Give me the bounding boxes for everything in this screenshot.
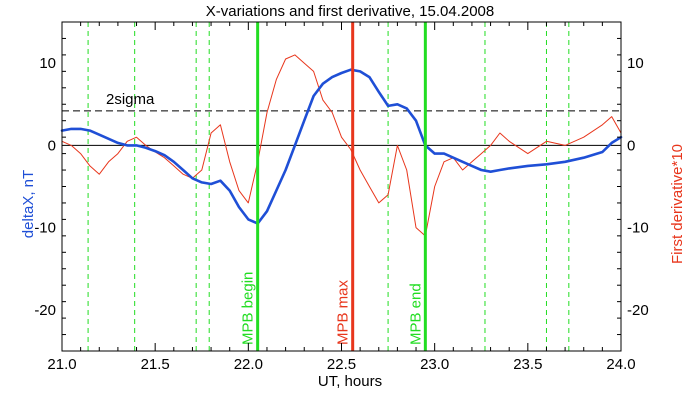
- x-tick-label-7: 24.0: [606, 356, 635, 373]
- labels-layer: 2sigma MPB begin MPB max MPB end: [106, 91, 424, 345]
- series-layer: [60, 54, 623, 237]
- y-tick-label-left-2: 0: [48, 137, 56, 154]
- mpb-max-label: MPB max: [335, 279, 352, 345]
- y-tick-label-left-4: -20: [34, 302, 56, 319]
- x-tick-label-6: 23.5: [513, 356, 542, 373]
- guides-layer: [87, 22, 570, 351]
- y-axis-label-left: deltaX, nT: [20, 170, 37, 238]
- chart-title: X-variations and first derivative, 15.04…: [206, 3, 495, 20]
- y-tick-label-right-2: 0: [627, 137, 635, 154]
- deltax-series-line: [60, 68, 623, 225]
- plot-area: [62, 22, 621, 351]
- derivative-series-line: [61, 54, 622, 237]
- y-tick-label-right-1: 10: [627, 55, 644, 72]
- x-tick-label-5: 23.0: [420, 356, 449, 373]
- reference-lines-layer: [62, 110, 621, 146]
- x-tick-label-1: 21.0: [47, 356, 76, 373]
- y-tick-label-right-3: -10: [627, 220, 649, 237]
- x-tick-label-3: 22.0: [234, 356, 263, 373]
- axes-layer: 21.0 21.5 22.0 22.5 23.0 23.5 24.0 10 10 0 0 -10 -10…: [34, 21, 649, 373]
- plot-background-layer: [62, 22, 621, 351]
- sigma-label: 2sigma: [106, 91, 155, 108]
- x-axis-label: UT, hours: [318, 373, 382, 390]
- y-tick-label-left-3: -10: [34, 220, 56, 237]
- y-tick-label-right-4: -20: [627, 302, 649, 319]
- x-tick-label-4: 22.5: [327, 356, 356, 373]
- x-tick-label-2: 21.5: [141, 356, 170, 373]
- markers-layer: [256, 22, 427, 351]
- y-axis-label-right: First derivative*10: [669, 144, 686, 264]
- y-tick-label-left-1: 10: [39, 55, 56, 72]
- mpb-end-label: MPB end: [407, 283, 424, 345]
- mpb-begin-label: MPB begin: [240, 272, 257, 345]
